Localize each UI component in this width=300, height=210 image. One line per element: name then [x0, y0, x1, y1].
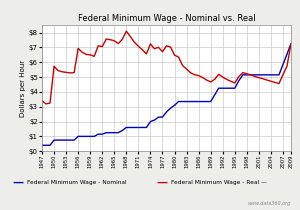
Federal Minimum Wage - Nominal — [213, 94, 217, 96]
Federal Minimum Wage - Nominal — [165, 111, 168, 113]
Text: —: — — [12, 178, 23, 188]
Federal Minimum Wage - Real — — [165, 45, 168, 47]
Text: www.data360.org: www.data360.org — [248, 201, 291, 206]
Federal Minimum Wage - Real — — [44, 103, 48, 105]
Federal Minimum Wage - Real — — [285, 65, 289, 68]
Federal Minimum Wage - Real — — [289, 42, 293, 45]
Title: Federal Minimum Wage - Nominal vs. Real: Federal Minimum Wage - Nominal vs. Real — [78, 14, 255, 23]
Line: Federal Minimum Wage - Nominal: Federal Minimum Wage - Nominal — [42, 44, 291, 145]
Federal Minimum Wage - Nominal — [285, 53, 289, 55]
Federal Minimum Wage - Nominal — [289, 42, 293, 45]
Text: —: — — [156, 178, 167, 188]
Federal Minimum Wage - Real — — [40, 100, 44, 102]
Federal Minimum Wage - Real — — [124, 30, 128, 32]
Federal Minimum Wage - Real — — [112, 39, 116, 42]
Federal Minimum Wage - Real — — [121, 38, 124, 41]
Federal Minimum Wage - Nominal — [109, 131, 112, 134]
Federal Minimum Wage - Nominal — [116, 131, 120, 134]
Federal Minimum Wage - Nominal — [157, 116, 160, 118]
Federal Minimum Wage - Real — — [173, 54, 176, 56]
Line: Federal Minimum Wage - Real —: Federal Minimum Wage - Real — — [42, 31, 291, 104]
Federal Minimum Wage - Nominal — [40, 144, 44, 147]
Federal Minimum Wage - Real — — [221, 76, 224, 78]
Y-axis label: Dollars per Hour: Dollars per Hour — [20, 60, 26, 117]
Text: Federal Minimum Wage - Real —: Federal Minimum Wage - Real — — [171, 180, 267, 185]
Text: Federal Minimum Wage - Nominal: Federal Minimum Wage - Nominal — [27, 180, 127, 185]
